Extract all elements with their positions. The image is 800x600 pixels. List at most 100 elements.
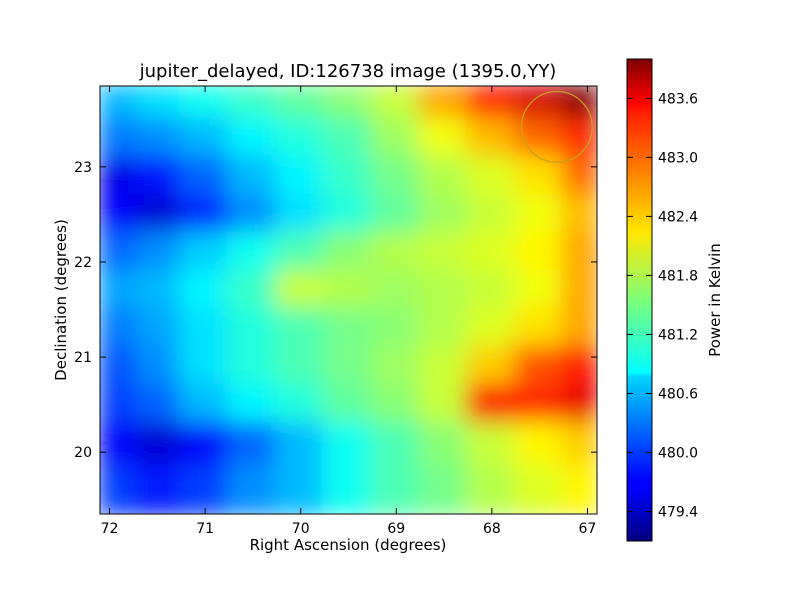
heatmap-cell [513, 155, 566, 198]
heatmap-cell [100, 231, 141, 274]
heatmap-cell [561, 345, 597, 388]
heatmap-cell [100, 269, 141, 312]
heatmap-cell [513, 421, 566, 469]
heatmap-cell [513, 193, 566, 236]
colorbar-tick-label: 483.0 [658, 150, 698, 166]
heatmap-cell [370, 269, 423, 312]
heatmap-cell [136, 307, 184, 350]
heatmap-cell [179, 231, 232, 274]
heatmap-cell [465, 231, 518, 274]
heatmap-cell [418, 155, 470, 198]
heatmap-cell [513, 86, 566, 122]
x-tick-label: 70 [292, 521, 310, 537]
heatmap-cell [322, 231, 375, 274]
heatmap-cell [322, 345, 375, 388]
heatmap-cell [370, 193, 423, 236]
heatmap-cell [274, 117, 327, 160]
heatmap-cell [100, 117, 141, 160]
heatmap-cell [465, 345, 518, 388]
heatmap-cell [370, 231, 423, 274]
heatmap-cell [465, 117, 518, 160]
annotations [520, 90, 593, 163]
heatmap-cell [136, 464, 184, 514]
heatmap-cell [465, 464, 518, 514]
heatmap-cell [274, 345, 327, 388]
heatmap-cell [322, 269, 375, 312]
heatmap-cell [465, 155, 518, 198]
heatmap-cell [465, 193, 518, 236]
heatmap-cell [418, 231, 470, 274]
heatmap-cell [513, 383, 566, 426]
y-tick-label: 21 [74, 350, 92, 366]
heatmap-cell [418, 383, 470, 426]
heatmap-cell [513, 117, 566, 160]
heatmap-cell [513, 464, 566, 514]
colorbar-tick-label: 481.2 [658, 327, 698, 343]
heatmap-cell [227, 383, 279, 426]
heatmap-cell [179, 464, 232, 514]
heatmap-cell [179, 193, 232, 236]
colorbar-tick-label: 480.6 [658, 386, 698, 402]
chart-title: jupiter_delayed, ID:126738 image (1395.0… [139, 61, 557, 82]
heatmap-cell [561, 231, 597, 274]
colorbar-ticks: 479.4 480.0 480.6 481.2 481.8 482.4 483.0 483.6 [627, 91, 698, 520]
heatmap-cell [227, 117, 279, 160]
heatmap-cell [370, 155, 423, 198]
colorbar-tick-label: 479.4 [658, 504, 698, 520]
heatmap-cell [227, 86, 279, 122]
colorbar-label: Power in Kelvin [706, 243, 724, 357]
heatmap-cell [561, 307, 597, 350]
x-tick-label: 72 [101, 521, 119, 537]
heatmap-cell [370, 117, 423, 160]
heatmap-cell [370, 421, 423, 469]
heatmap-cell [227, 231, 279, 274]
colorbar-tick-label: 482.4 [658, 209, 698, 225]
heatmap-cell [227, 464, 279, 514]
heatmap-cell [274, 155, 327, 198]
heatmap-cell [136, 193, 184, 236]
heatmap-cell [136, 269, 184, 312]
heatmap-cell [136, 155, 184, 198]
y-tick-label: 23 [74, 160, 92, 176]
y-tick-label: 22 [74, 255, 92, 271]
heatmap-cell [136, 86, 184, 122]
heatmap-cell [227, 307, 279, 350]
heatmap-cell [179, 117, 232, 160]
heatmap-cell [100, 155, 141, 198]
x-tick-label: 67 [579, 521, 597, 537]
annotation-circle [520, 90, 593, 163]
heatmap-cell [100, 307, 141, 350]
heatmap-cell [513, 345, 566, 388]
heatmap-cell [418, 307, 470, 350]
heatmap-cell [418, 421, 470, 469]
heatmap-cell [465, 383, 518, 426]
heatmap-cell [561, 86, 597, 122]
heatmap-cell [370, 464, 423, 514]
heatmap-cell [227, 269, 279, 312]
heatmap-cell [179, 269, 232, 312]
x-tick-label: 71 [196, 521, 214, 537]
heatmap-cell [370, 307, 423, 350]
y-tick-label: 20 [74, 445, 92, 461]
heatmap-cell [322, 383, 375, 426]
x-tick-label: 69 [387, 521, 405, 537]
heatmap-cell [561, 155, 597, 198]
heatmap-cell [274, 383, 327, 426]
heatmap-cell [561, 464, 597, 514]
heatmap-cell [136, 383, 184, 426]
y-axis-label: Declination (degrees) [52, 219, 70, 381]
heatmap-cell [322, 155, 375, 198]
heatmap-cell [370, 383, 423, 426]
x-tick-label: 68 [483, 521, 501, 537]
heatmap-cell [561, 383, 597, 426]
heatmap-cell [322, 86, 375, 122]
heatmap-cell [136, 231, 184, 274]
heatmap-cell [136, 421, 184, 469]
heatmap-cell [513, 269, 566, 312]
heatmap-cell [227, 345, 279, 388]
colorbar-tick-label: 480.0 [658, 445, 698, 461]
heatmap-cell [227, 193, 279, 236]
colorbar [626, 58, 653, 542]
heatmap-cell [561, 193, 597, 236]
